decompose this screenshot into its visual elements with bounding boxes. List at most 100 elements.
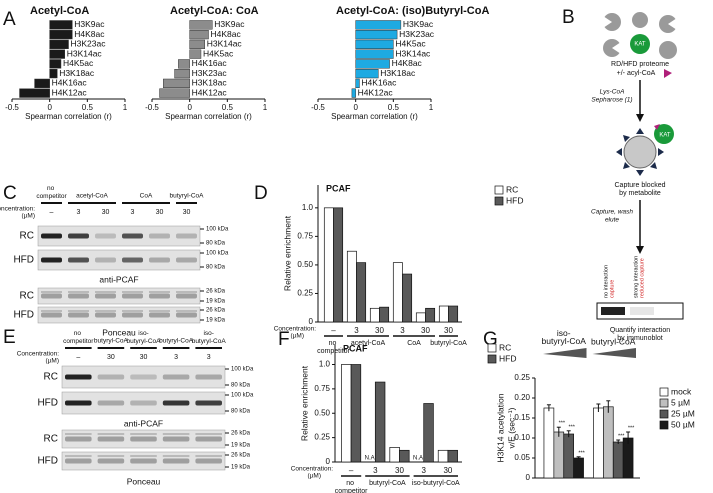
blot-band bbox=[68, 310, 89, 312]
category-label: H3K9ac bbox=[214, 19, 245, 29]
concentration-wedge bbox=[543, 348, 587, 358]
x-tick-label: 1 bbox=[263, 103, 268, 112]
blot-band bbox=[65, 433, 92, 435]
bar bbox=[602, 406, 614, 479]
lane-concentration: – bbox=[50, 209, 54, 216]
blot-band bbox=[176, 310, 197, 312]
bar bbox=[423, 403, 434, 463]
protein-shape bbox=[632, 12, 648, 28]
category-label: H4K5ac bbox=[395, 39, 426, 49]
marker-label: 19 kDa bbox=[231, 443, 251, 449]
category-label: H3K9ac bbox=[74, 19, 105, 29]
group-label: CoA bbox=[407, 340, 421, 347]
marker-label: 26 kDa bbox=[231, 453, 251, 459]
category-label: – bbox=[331, 326, 336, 335]
blot-band bbox=[97, 458, 125, 464]
y-tick-label: 0.15 bbox=[514, 413, 530, 422]
blot-strip bbox=[61, 429, 226, 449]
bar bbox=[350, 364, 362, 463]
y-tick-label: 0.50 bbox=[297, 260, 313, 269]
x-tick-label: -0.5 bbox=[5, 103, 19, 112]
bar bbox=[49, 49, 65, 59]
x-axis-label: Spearman correlation (r) bbox=[331, 112, 418, 121]
blot-band bbox=[130, 458, 157, 464]
workflow-diagram: KAT RD/HFD proteome +/- acyl-CoA Lys-CoA… bbox=[591, 12, 684, 342]
x-tick-label: -0.5 bbox=[145, 103, 159, 112]
blot-band bbox=[68, 312, 89, 318]
chart-title: PCAF bbox=[343, 343, 368, 353]
blot-caption: anti-PCAF bbox=[99, 274, 138, 284]
chart-title: Acetyl-CoA: CoA bbox=[170, 5, 259, 17]
lane-concentration: – bbox=[76, 354, 80, 361]
bar bbox=[355, 39, 394, 49]
protein-notch bbox=[612, 40, 624, 56]
x-tick-label: 0 bbox=[187, 103, 192, 112]
bar bbox=[351, 88, 356, 98]
bar bbox=[189, 30, 209, 40]
y-tick-label: 0.75 bbox=[314, 384, 330, 393]
blot-band bbox=[41, 257, 62, 263]
blot-band bbox=[122, 312, 143, 318]
blot-band bbox=[176, 293, 197, 299]
category-label: H4K12ac bbox=[358, 87, 394, 97]
blot-caption: anti-PCAF bbox=[124, 418, 163, 428]
blot-band bbox=[130, 400, 157, 406]
bar bbox=[189, 39, 205, 49]
chart-title: PCAF bbox=[326, 183, 351, 193]
category-label: H3K23ac bbox=[192, 68, 228, 78]
bar bbox=[323, 207, 334, 323]
category-label: H3K14ac bbox=[207, 39, 243, 49]
category-label: H3K14ac bbox=[395, 48, 431, 58]
diagram-text: Capture blocked bbox=[615, 182, 666, 189]
acyl-coa-icon bbox=[654, 124, 660, 130]
x-tick-label: 0 bbox=[47, 103, 52, 112]
bar bbox=[355, 20, 402, 30]
bar bbox=[374, 381, 386, 463]
bar bbox=[438, 305, 449, 323]
blot-band bbox=[95, 312, 116, 318]
blot-band bbox=[41, 291, 62, 293]
blot-band bbox=[122, 233, 143, 239]
blot-strip bbox=[61, 391, 226, 415]
diagram-text: +/- acyl-CoA bbox=[617, 70, 656, 77]
bar bbox=[392, 262, 403, 323]
lane-concentration: 30 bbox=[140, 354, 148, 361]
y-tick-label: 0.75 bbox=[297, 231, 313, 240]
legend-swatch bbox=[659, 398, 669, 408]
kat-enzyme bbox=[654, 124, 674, 144]
blot-strip bbox=[61, 451, 226, 471]
bar bbox=[346, 250, 357, 323]
category-label: H3K14ac bbox=[67, 48, 103, 58]
bar bbox=[49, 20, 73, 30]
y-tick-label: 0.05 bbox=[514, 453, 530, 462]
lane-group-label: butyryl-CoA bbox=[94, 338, 129, 345]
blot-band bbox=[122, 291, 143, 293]
concentration-unit: (µM) bbox=[46, 358, 60, 365]
significance: *** bbox=[618, 433, 625, 439]
blot-band bbox=[195, 400, 222, 406]
category-label: H4K16ac bbox=[192, 58, 228, 68]
blot-band bbox=[176, 233, 197, 239]
kat-label: KAT bbox=[634, 42, 646, 48]
chart-title: Acetyl-CoA bbox=[30, 5, 89, 17]
bar bbox=[34, 78, 50, 88]
lane-label: strong interaction bbox=[633, 256, 639, 298]
lane-group-label: iso-butyryl-CoA bbox=[192, 330, 227, 345]
bar bbox=[356, 262, 367, 323]
category-label: H3K18ac bbox=[380, 68, 416, 78]
panel-label: C bbox=[3, 183, 17, 204]
lane-label: no interaction bbox=[603, 265, 609, 298]
blot-band bbox=[68, 293, 89, 299]
group-label: butyryl-CoA bbox=[369, 480, 406, 487]
blot-band bbox=[130, 455, 157, 457]
blot-band bbox=[162, 455, 190, 457]
y-tick-label: 1.0 bbox=[302, 203, 314, 212]
blot-band bbox=[176, 312, 197, 318]
row-label: HFD bbox=[37, 398, 58, 409]
x-tick-label: 1 bbox=[429, 103, 434, 112]
row-label: RC bbox=[20, 291, 34, 302]
legend-label: mock bbox=[671, 386, 692, 396]
y-axis-label: Relative enrichment bbox=[282, 215, 292, 291]
blot-band bbox=[65, 455, 92, 457]
bar bbox=[543, 407, 555, 479]
